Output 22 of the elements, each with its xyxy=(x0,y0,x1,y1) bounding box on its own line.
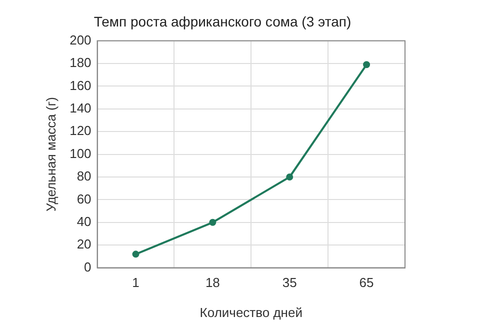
point xyxy=(132,250,140,258)
point xyxy=(209,218,216,226)
y-tick-label: 100 xyxy=(70,146,92,161)
y-tick-label: 0 xyxy=(84,259,92,274)
point xyxy=(286,174,294,180)
y-tick-label: 60 xyxy=(76,191,92,206)
y-tick-label: 40 xyxy=(76,214,92,229)
x-tick-label: 65 xyxy=(359,275,374,290)
y-tick-label: 140 xyxy=(70,100,92,116)
x-axis-title: Количество дней xyxy=(200,304,302,320)
y-tick-label: 80 xyxy=(76,168,92,184)
x-tick-label: 18 xyxy=(205,275,220,290)
y-axis-title: Удельная масса (г) xyxy=(43,97,58,212)
x-tick-label: 1 xyxy=(132,275,140,290)
y-tick-label: 160 xyxy=(70,78,92,93)
point xyxy=(363,61,370,68)
y-tick-label: 200 xyxy=(70,32,92,48)
y-tick-label: 20 xyxy=(76,236,92,252)
y-tick-label: 120 xyxy=(70,123,92,138)
x-tick-label: 35 xyxy=(282,275,297,290)
y-tick-label: 180 xyxy=(70,55,92,70)
chart-title: Темп роста африканского сома (3 этап) xyxy=(94,13,352,30)
